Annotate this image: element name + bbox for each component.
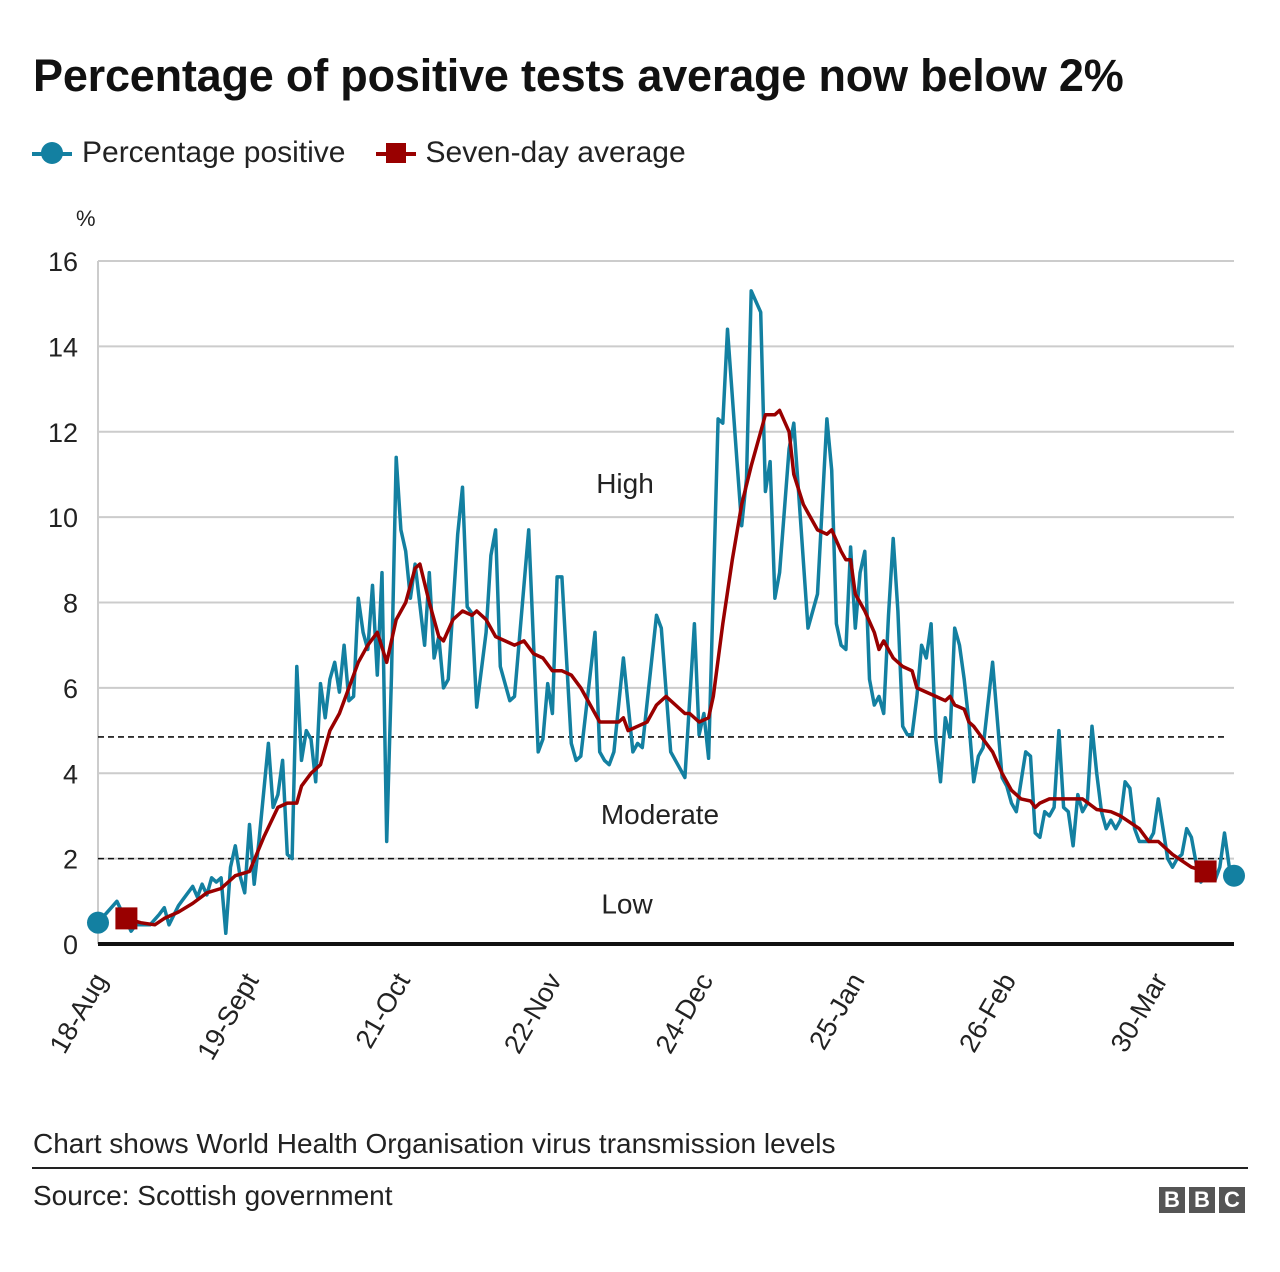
series-lines — [87, 289, 1245, 936]
end-point-marker — [1223, 864, 1245, 887]
legend-item-seven-day-average: Seven-day average — [375, 136, 686, 170]
series-line-percentage-positive — [96, 289, 1236, 936]
x-tick-label: 19-Sept — [191, 968, 265, 1065]
y-tick-label: 16 — [48, 247, 78, 277]
zone-labels: High Moderate Low — [596, 468, 719, 919]
x-tick-label: 18-Aug — [44, 968, 114, 1058]
zone-label-moderate: Moderate — [601, 799, 719, 830]
start-point-marker — [87, 911, 109, 934]
y-tick-label: 8 — [63, 589, 78, 619]
y-tick-label: 14 — [48, 332, 78, 362]
legend-label: Percentage positive — [82, 136, 346, 169]
y-axis-label: % — [76, 206, 96, 231]
y-tick-label: 10 — [48, 503, 78, 533]
y-tick-label: 2 — [63, 845, 78, 875]
legend: Percentage positive Seven-day average — [32, 136, 716, 170]
circle-marker-icon — [32, 138, 72, 168]
chart-note: Chart shows World Health Organisation vi… — [33, 1128, 836, 1159]
x-tick-label: 21-Oct — [350, 968, 417, 1054]
y-tick-label: 12 — [48, 418, 78, 448]
x-tick-label: 30-Mar — [1105, 968, 1174, 1057]
start-point-marker — [115, 907, 138, 930]
zone-label-low: Low — [601, 888, 653, 919]
source-text: Source: Scottish government — [33, 1180, 393, 1211]
legend-label: Seven-day average — [425, 136, 686, 169]
y-tick-label: 0 — [63, 930, 78, 960]
gridlines — [97, 260, 1234, 946]
x-tick-label: 24-Dec — [650, 968, 720, 1058]
x-tick-label: 22-Nov — [498, 968, 568, 1059]
series-line-seven-day-average — [125, 408, 1207, 927]
y-tick-label: 4 — [63, 759, 78, 789]
y-tick-labels: 0 2 4 6 8 10 12 14 16 — [48, 247, 78, 960]
x-tick-label: 25-Jan — [803, 968, 870, 1055]
line-chart: % 0 2 4 6 8 10 12 14 16 High Moderate Low 18-Aug 19… — [44, 206, 1245, 1065]
footer-divider — [32, 1167, 1248, 1169]
square-marker-icon — [375, 138, 416, 168]
threshold-lines — [98, 736, 1226, 860]
zone-label-high: High — [596, 468, 654, 499]
chart-title: Percentage of positive tests average now… — [33, 50, 1124, 101]
legend-item-percentage-positive: Percentage positive — [32, 136, 346, 170]
x-tick-label: 26-Feb — [953, 968, 1022, 1057]
y-tick-label: 6 — [63, 674, 78, 704]
end-point-marker — [1194, 860, 1217, 883]
x-tick-labels: 18-Aug 19-Sept 21-Oct 22-Nov 24-Dec 25-Jan 26-… — [44, 968, 1174, 1065]
